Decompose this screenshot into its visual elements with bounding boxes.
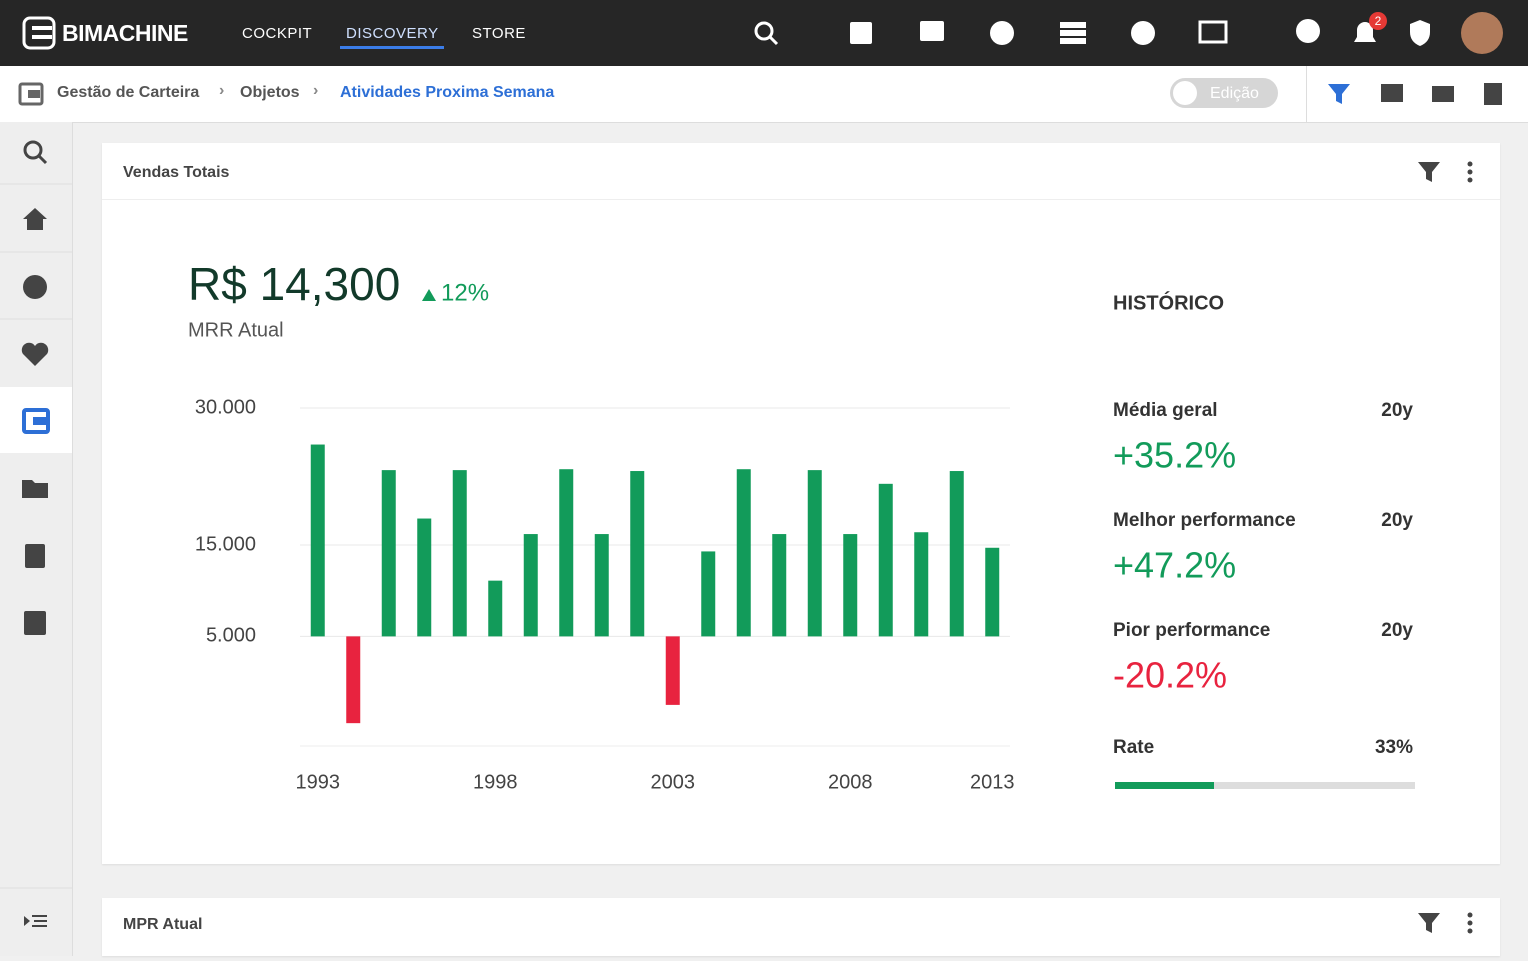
rate-bar — [1115, 782, 1214, 789]
panel-title: Vendas Totais — [123, 164, 230, 181]
crumb-sep: › — [313, 82, 319, 99]
crumb[interactable]: Gestão de Carteira — [57, 84, 200, 101]
x-tick-label: 2008 — [828, 771, 873, 793]
y-tick-label: 15.000 — [195, 533, 256, 555]
kpi-value: R$ 14,300 — [188, 258, 400, 310]
crumb-icons — [1328, 83, 1502, 105]
history-value: -20.2% — [1113, 655, 1227, 696]
x-tick-label: 2013 — [970, 771, 1015, 793]
top-bar: BIMACHINE COCKPIT DISCOVERY STORE 2 — [0, 0, 1528, 66]
bar — [665, 636, 680, 705]
top-icons — [754, 12, 1503, 54]
panel-title: MPR Atual — [123, 916, 203, 933]
x-tick-label: 2003 — [651, 771, 696, 793]
bar — [630, 471, 645, 637]
history-period: 20y — [1381, 620, 1413, 641]
rate-label: Rate — [1113, 737, 1154, 758]
crumb-current: Atividades Proxima Semana — [340, 84, 555, 101]
bar — [843, 534, 858, 637]
x-tick-label: 1993 — [296, 771, 341, 793]
bar — [594, 534, 609, 637]
bar — [807, 470, 822, 637]
history-period: 20y — [1381, 400, 1413, 421]
bar — [985, 547, 1000, 637]
edit-toggle[interactable]: Edição — [1170, 78, 1278, 108]
y-tick-label: 5.000 — [206, 625, 256, 647]
bar — [381, 470, 396, 637]
bar — [949, 471, 964, 637]
bar — [346, 636, 361, 724]
menu-item[interactable]: COCKPIT — [242, 25, 313, 42]
panel-actions — [1418, 161, 1473, 934]
side-icons — [0, 140, 72, 927]
bar — [488, 580, 503, 637]
sidebar — [0, 122, 73, 956]
bar — [701, 551, 716, 637]
history-label: Melhor performance — [1113, 510, 1296, 531]
bar — [914, 532, 929, 637]
toggle-label: Edição — [1210, 85, 1259, 102]
breadcrumb-bar: Gestão de Carteira › Objetos › Atividade… — [0, 66, 1528, 123]
bar — [878, 483, 893, 637]
history-title: HISTÓRICO — [1113, 290, 1224, 314]
y-tick-label: 30.000 — [195, 396, 256, 418]
history-period: 20y — [1381, 510, 1413, 531]
brand: BIMACHINE — [62, 20, 188, 46]
kpi-arrow — [422, 289, 436, 301]
menu-item[interactable]: DISCOVERY — [346, 25, 439, 42]
bar — [523, 534, 538, 637]
history-label: Média geral — [1113, 400, 1218, 421]
menu-active — [340, 46, 444, 49]
bar — [559, 469, 574, 637]
history-label: Pior performance — [1113, 620, 1270, 641]
x-tick-label: 1998 — [473, 771, 518, 793]
bar — [452, 470, 467, 637]
crumb-sep: › — [219, 82, 225, 99]
crumb[interactable]: Objetos — [240, 84, 300, 101]
bar — [736, 469, 751, 637]
panel: MPR Atual — [102, 898, 1500, 956]
bar — [772, 534, 787, 637]
panel: Vendas Totais — [102, 143, 1500, 864]
kpi-label: MRR Atual — [188, 319, 284, 341]
rate-track — [1115, 782, 1415, 789]
history-value: +47.2% — [1113, 545, 1236, 586]
logo-icon — [22, 16, 56, 50]
menu-item[interactable]: STORE — [472, 25, 526, 42]
bar — [417, 518, 432, 637]
bar — [310, 444, 325, 637]
rate-value: 33% — [1375, 737, 1413, 758]
kpi-change: 12% — [441, 279, 489, 306]
notification-badge: 2 — [1369, 12, 1387, 30]
history-value: +35.2% — [1113, 435, 1236, 476]
crumb-icon — [18, 82, 44, 106]
